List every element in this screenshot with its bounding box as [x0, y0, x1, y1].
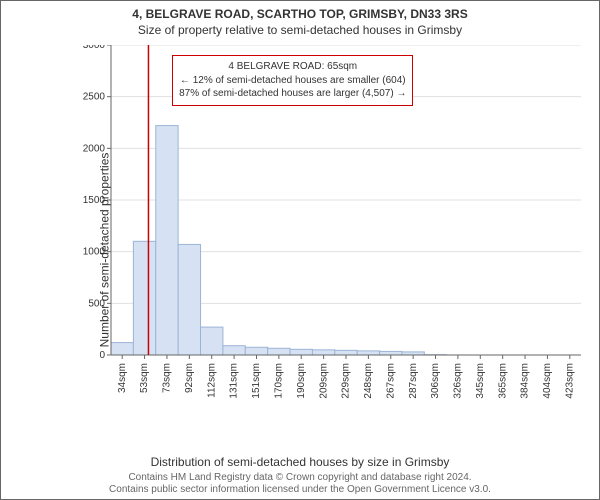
svg-text:73sqm: 73sqm	[162, 363, 173, 393]
svg-text:267sqm: 267sqm	[385, 363, 396, 399]
svg-text:1500: 1500	[83, 195, 106, 206]
attribution-line1: Contains HM Land Registry data © Crown c…	[1, 472, 599, 484]
svg-text:170sqm: 170sqm	[273, 363, 284, 399]
attribution-line2: Contains public sector information licen…	[1, 484, 599, 496]
info-box-line2: ← 12% of semi-detached houses are smalle…	[179, 74, 406, 88]
svg-text:53sqm: 53sqm	[139, 363, 150, 393]
plot-area: 0 500 1000 1500 2000 2500 3000 34sqm 53sqm 73sqm 9…	[71, 45, 581, 405]
svg-text:404sqm: 404sqm	[542, 363, 553, 399]
svg-text:306sqm: 306sqm	[430, 363, 441, 399]
chart-title-line1: 4, BELGRAVE ROAD, SCARTHO TOP, GRIMSBY, …	[1, 7, 599, 21]
svg-text:365sqm: 365sqm	[497, 363, 508, 399]
svg-text:112sqm: 112sqm	[206, 363, 217, 398]
svg-text:229sqm: 229sqm	[341, 363, 352, 399]
info-box-line1: 4 BELGRAVE ROAD: 65sqm	[179, 60, 406, 74]
svg-text:3000: 3000	[83, 45, 106, 51]
svg-text:34sqm: 34sqm	[117, 363, 128, 393]
svg-text:209sqm: 209sqm	[318, 363, 329, 399]
svg-text:92sqm: 92sqm	[184, 363, 195, 393]
svg-text:500: 500	[88, 298, 105, 309]
svg-text:248sqm: 248sqm	[363, 363, 374, 399]
svg-text:345sqm: 345sqm	[475, 363, 486, 399]
x-axis-label: Distribution of semi-detached houses by …	[1, 455, 599, 469]
svg-text:1000: 1000	[83, 247, 106, 258]
svg-text:2500: 2500	[83, 92, 106, 103]
svg-text:326sqm: 326sqm	[453, 363, 464, 399]
svg-text:287sqm: 287sqm	[408, 363, 419, 399]
chart-title-line2: Size of property relative to semi-detach…	[1, 23, 599, 37]
attribution: Contains HM Land Registry data © Crown c…	[1, 472, 599, 496]
svg-text:190sqm: 190sqm	[296, 363, 307, 399]
svg-text:384sqm: 384sqm	[520, 363, 531, 399]
info-box-line3: 87% of semi-detached houses are larger (…	[179, 87, 406, 101]
svg-text:151sqm: 151sqm	[251, 363, 262, 399]
chart-container: 4, BELGRAVE ROAD, SCARTHO TOP, GRIMSBY, …	[0, 0, 600, 500]
svg-text:0: 0	[99, 350, 105, 361]
info-box: 4 BELGRAVE ROAD: 65sqm ← 12% of semi-det…	[172, 55, 413, 106]
svg-text:2000: 2000	[83, 143, 106, 154]
svg-text:131sqm: 131sqm	[229, 363, 240, 399]
svg-text:423sqm: 423sqm	[564, 363, 575, 399]
chart-titles: 4, BELGRAVE ROAD, SCARTHO TOP, GRIMSBY, …	[1, 7, 599, 37]
